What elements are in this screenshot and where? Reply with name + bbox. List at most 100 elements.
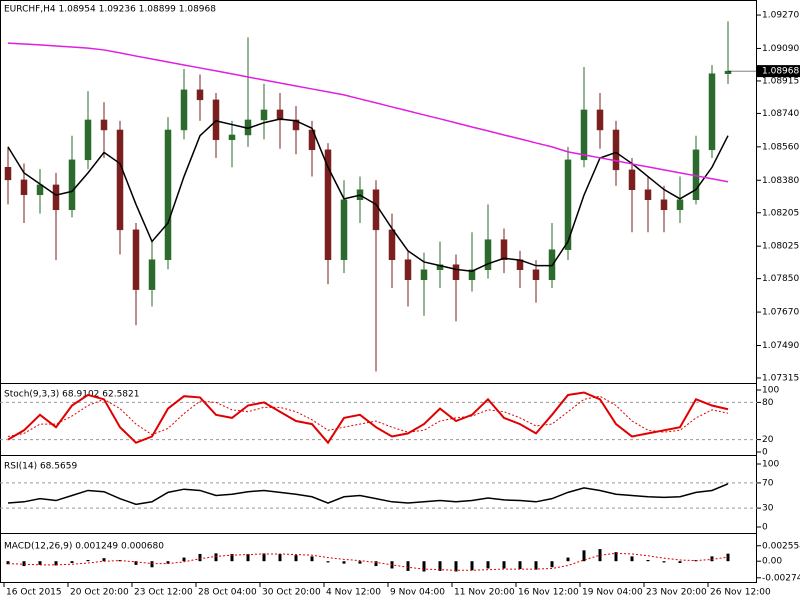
x-tick-label: 23 Nov 20:00 xyxy=(646,588,707,598)
candle-body xyxy=(468,269,476,281)
histogram-bar xyxy=(150,561,154,568)
y-tick-label: 1.08025 xyxy=(762,242,799,252)
y-tick-label: 1.07850 xyxy=(762,274,799,284)
indicator-line xyxy=(7,552,729,571)
y-tick-label: 0.002554 xyxy=(762,541,800,551)
histogram-bar xyxy=(422,561,426,572)
x-tick-label: 30 Oct 20:00 xyxy=(262,588,321,598)
histogram-bar xyxy=(342,561,346,564)
y-tick-label: 100 xyxy=(762,386,779,396)
plot-frame xyxy=(0,0,757,583)
y-tick-label: 30 xyxy=(762,504,774,514)
histogram-bar xyxy=(6,561,10,565)
histogram-bar xyxy=(614,552,618,562)
candle-body xyxy=(724,70,732,74)
y-tick-label: 100 xyxy=(762,460,779,470)
x-tick-label: 28 Oct 04:00 xyxy=(198,588,257,598)
indicator-line xyxy=(7,391,729,445)
indicator-line xyxy=(7,118,729,273)
histogram-bar xyxy=(486,561,490,569)
histogram-bar xyxy=(38,561,42,565)
histogram-bar xyxy=(262,553,266,562)
candle-body xyxy=(660,199,668,211)
candle-body xyxy=(500,239,508,260)
candle-body xyxy=(372,189,380,231)
histogram-bar xyxy=(374,561,378,567)
histogram-bar xyxy=(358,561,362,564)
candle-body xyxy=(676,199,684,211)
histogram-bar xyxy=(550,561,554,568)
y-tick-label: 1.07670 xyxy=(762,308,799,318)
histogram-bar xyxy=(310,556,314,562)
histogram-bar xyxy=(102,558,106,562)
y-tick-label: 1.08560 xyxy=(762,142,799,152)
candle-body xyxy=(132,229,140,290)
y-tick-label: 1.08380 xyxy=(762,176,799,186)
candle-body xyxy=(228,134,236,141)
x-tick-label: 16 Oct 2015 xyxy=(6,588,62,598)
candle-body xyxy=(84,119,92,161)
price-tag-label: 1.08968 xyxy=(762,67,799,77)
candle-body xyxy=(420,269,428,281)
candles xyxy=(4,21,732,372)
histogram-bar xyxy=(86,560,90,562)
histogram-bar xyxy=(566,557,570,562)
candle-body xyxy=(580,109,588,161)
x-tick-label: 26 Nov 12:00 xyxy=(710,588,771,598)
histogram-bar xyxy=(662,561,666,563)
y-tick-label: 1.09270 xyxy=(762,11,799,21)
histogram-bar xyxy=(438,561,442,571)
histogram-bar xyxy=(518,561,522,570)
histogram-bar xyxy=(278,553,282,562)
candle-body xyxy=(4,167,12,181)
histogram-bar xyxy=(198,553,202,562)
y-tick-label: 0.00 xyxy=(762,557,782,567)
histogram-bar xyxy=(22,561,26,567)
candle-body xyxy=(164,129,172,260)
histogram-bar xyxy=(214,553,218,562)
candle-body xyxy=(340,199,348,260)
x-tick-label: 4 Nov 12:00 xyxy=(326,588,381,598)
histogram-bar xyxy=(406,561,410,571)
histogram-bar xyxy=(678,561,682,564)
histogram-bar xyxy=(54,561,58,566)
indicator-label: EURCHF,H4 1.08954 1.09236 1.08899 1.0896… xyxy=(4,5,216,15)
histogram-bar xyxy=(246,553,250,562)
frame xyxy=(0,0,757,583)
candle-body xyxy=(100,119,108,131)
candle-body xyxy=(196,89,204,101)
histogram-bar xyxy=(134,561,138,565)
x-tick-label: 23 Oct 12:00 xyxy=(134,588,193,598)
indicator-line xyxy=(7,395,729,437)
histogram-bar xyxy=(534,561,538,570)
histogram-bar xyxy=(582,550,586,562)
price-tag xyxy=(757,65,800,78)
histogram-bar xyxy=(502,561,506,569)
candle-body xyxy=(612,129,620,171)
candle-body xyxy=(148,259,156,290)
candle-body xyxy=(276,109,284,121)
x-tick-label: 16 Nov 12:00 xyxy=(518,588,579,598)
histogram-bar xyxy=(166,561,170,564)
y-tick-label: 1.07490 xyxy=(762,341,799,351)
histogram-bar xyxy=(598,549,602,562)
y-tick-label: 1.07315 xyxy=(762,373,799,383)
candle-body xyxy=(628,169,636,190)
x-tick-label: 9 Nov 04:00 xyxy=(390,588,445,598)
histogram-bar xyxy=(454,561,458,572)
candle-body xyxy=(180,89,188,131)
candle-body xyxy=(436,264,444,271)
y-tick-label: 0 xyxy=(762,448,768,458)
y-tick-label: 1.09090 xyxy=(762,44,799,54)
candle-body xyxy=(484,239,492,271)
histogram-bar xyxy=(70,561,74,564)
candle-body xyxy=(708,73,716,151)
indicator-line xyxy=(7,483,729,506)
x-tick-label: 20 Oct 20:00 xyxy=(70,588,129,598)
candle-body xyxy=(260,109,268,121)
histogram-bar xyxy=(230,553,234,562)
candle-body xyxy=(212,99,220,141)
